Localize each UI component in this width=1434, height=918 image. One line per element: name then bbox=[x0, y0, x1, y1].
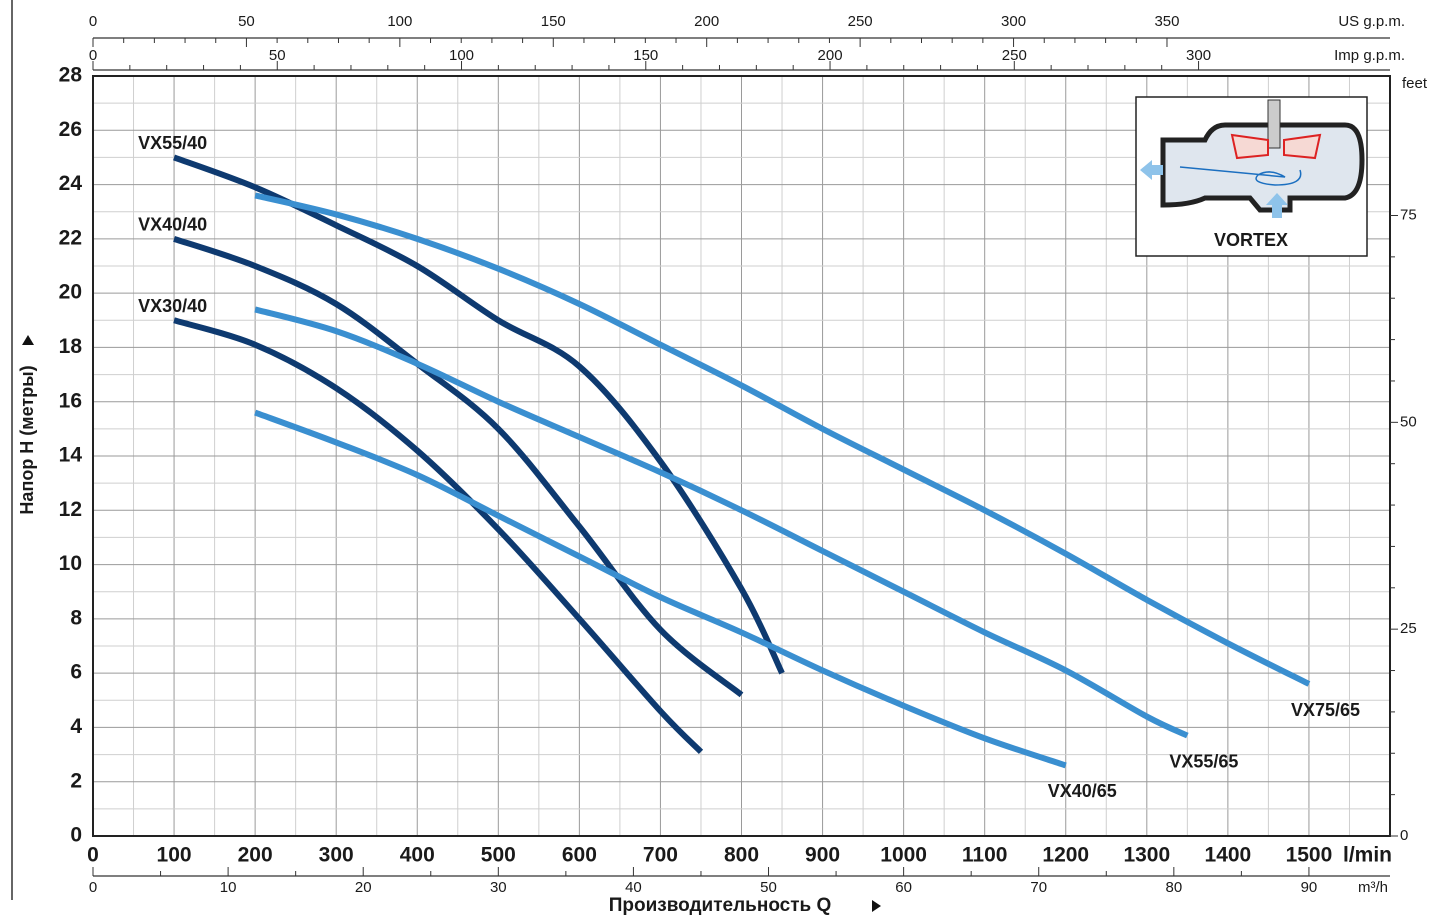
inset: VORTEX bbox=[1135, 96, 1368, 257]
x2-tick-label: 0 bbox=[89, 13, 97, 30]
inset-label: VORTEX bbox=[1214, 230, 1288, 250]
x-tick-label: 400 bbox=[400, 844, 435, 867]
x2-tick-label: 0 bbox=[89, 879, 97, 896]
curves: VX55/40 VX40/40 VX30/40 VX75/65 VX55/65 VX40/… bbox=[138, 133, 1360, 801]
x-tick-label: 700 bbox=[643, 844, 678, 867]
axis-unit: m³/h bbox=[1358, 879, 1388, 896]
y-tick-label: 10 bbox=[59, 552, 82, 575]
y-tick-label: 28 bbox=[59, 64, 83, 87]
axes: 0 100 200 300 400 500 600 700 800 900 1000 1100 1200… bbox=[59, 13, 1428, 896]
x2-tick-label: 150 bbox=[633, 47, 658, 64]
curve bbox=[254, 192, 1311, 687]
curve-label: VX30/40 bbox=[138, 296, 207, 316]
y-tick-label: 8 bbox=[70, 606, 82, 629]
x2-tick-label: 50 bbox=[238, 13, 255, 30]
shaft bbox=[1267, 99, 1281, 149]
x-tick-label: 1200 bbox=[1042, 844, 1089, 867]
curve bbox=[254, 409, 1067, 769]
x2-tick-label: 80 bbox=[1165, 879, 1182, 896]
x-tick-label: 1400 bbox=[1205, 844, 1252, 867]
axis-unit: US g.p.m. bbox=[1338, 13, 1405, 30]
y-tick-label: 14 bbox=[59, 444, 83, 467]
x-tick-label: 1000 bbox=[880, 844, 927, 867]
y-axis-title: Напор H (метры) bbox=[17, 365, 37, 514]
x-unit: l/min bbox=[1343, 844, 1392, 867]
curve-label: VX55/65 bbox=[1169, 751, 1238, 771]
curve-label: VX40/65 bbox=[1048, 781, 1117, 801]
y2-tick-label: 25 bbox=[1400, 620, 1417, 637]
out-arrow bbox=[1140, 160, 1163, 180]
x2-tick-label: 250 bbox=[1002, 47, 1027, 64]
x2-tick-label: 30 bbox=[490, 879, 507, 896]
curve-label: VX40/40 bbox=[138, 215, 207, 235]
x2-tick-label: 20 bbox=[355, 879, 372, 896]
x-tick-label: 100 bbox=[157, 844, 192, 867]
x2-tick-label: 40 bbox=[625, 879, 642, 896]
plot-frame bbox=[92, 75, 1391, 837]
x2-tick-label: 50 bbox=[269, 47, 286, 64]
curve-label: VX75/65 bbox=[1291, 700, 1360, 720]
x2-tick-label: 100 bbox=[387, 13, 412, 30]
x2-tick-label: 100 bbox=[449, 47, 474, 64]
x-tick-label: 1500 bbox=[1286, 844, 1333, 867]
x2-tick-label: 200 bbox=[818, 47, 843, 64]
in-arrow bbox=[1266, 193, 1288, 218]
x-tick-label: 600 bbox=[562, 844, 597, 867]
y-tick-label: 12 bbox=[59, 498, 82, 521]
y-tick-label: 26 bbox=[59, 118, 82, 141]
y-tick-label: 22 bbox=[59, 226, 82, 249]
y2-unit: feet bbox=[1402, 75, 1428, 92]
x2-tick-label: 0 bbox=[89, 47, 97, 64]
x2-tick-label: 60 bbox=[895, 879, 912, 896]
y-title-arrow bbox=[22, 335, 34, 345]
x-tick-label: 200 bbox=[238, 844, 273, 867]
x2-tick-label: 300 bbox=[1186, 47, 1211, 64]
x2-tick-label: 150 bbox=[541, 13, 566, 30]
x-tick-label: 1300 bbox=[1123, 844, 1170, 867]
y-tick-label: 24 bbox=[59, 172, 83, 195]
curve bbox=[254, 306, 1189, 739]
curve-label: VX55/40 bbox=[138, 133, 207, 153]
y-tick-label: 2 bbox=[70, 769, 82, 792]
y2-tick-label: 0 bbox=[1400, 827, 1408, 844]
x2-tick-label: 10 bbox=[220, 879, 237, 896]
impeller bbox=[1230, 133, 1322, 160]
x-tick-label: 500 bbox=[481, 844, 516, 867]
x2-tick-label: 250 bbox=[848, 13, 873, 30]
y-tick-label: 20 bbox=[59, 281, 82, 304]
x-tick-label: 800 bbox=[724, 844, 759, 867]
x2-tick-label: 200 bbox=[694, 13, 719, 30]
x-tick-label: 1100 bbox=[962, 844, 1008, 867]
curve bbox=[173, 317, 704, 754]
x-axis-title: Производительность Q bbox=[609, 895, 832, 916]
x-tick-label: 0 bbox=[87, 844, 99, 867]
y-tick-label: 6 bbox=[70, 661, 82, 684]
y-tick-label: 16 bbox=[59, 389, 82, 412]
axis-unit: Imp g.p.m. bbox=[1334, 47, 1405, 64]
y2-tick-label: 75 bbox=[1400, 206, 1417, 223]
x2-tick-label: 90 bbox=[1301, 879, 1318, 896]
x2-tick-label: 300 bbox=[1001, 13, 1026, 30]
x2-tick-label: 50 bbox=[760, 879, 777, 896]
x-tick-label: 900 bbox=[805, 844, 840, 867]
x-title-arrow bbox=[872, 900, 881, 912]
flow-line bbox=[1179, 166, 1302, 186]
x2-tick-label: 350 bbox=[1154, 13, 1179, 30]
x2-tick-label: 70 bbox=[1030, 879, 1047, 896]
x-tick-label: 300 bbox=[319, 844, 354, 867]
y2-tick-label: 50 bbox=[1400, 413, 1417, 430]
y-tick-label: 18 bbox=[59, 335, 83, 358]
curve bbox=[173, 236, 744, 698]
y-tick-label: 0 bbox=[70, 824, 82, 847]
y-tick-label: 4 bbox=[70, 715, 82, 738]
